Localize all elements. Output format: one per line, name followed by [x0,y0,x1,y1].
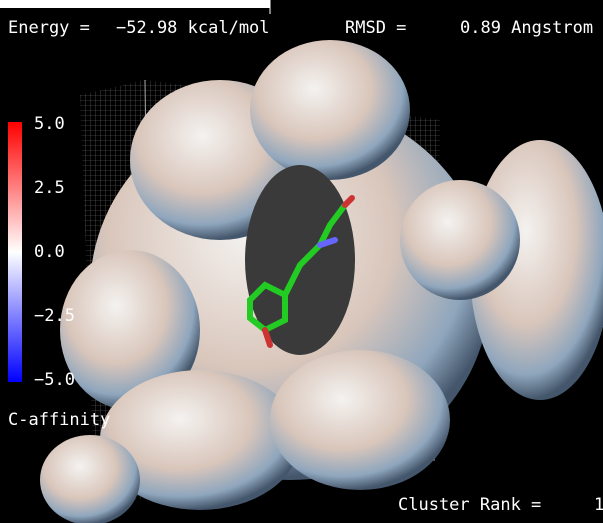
rmsd-label: RMSD = [345,18,406,38]
scale-label: −5.0 [34,370,75,390]
energy-label: Energy = [8,18,90,38]
top-strip [0,0,270,8]
energy-value: −52.98 kcal/mol [116,18,270,38]
rmsd-value: 0.89 Angstrom [460,18,593,38]
scale-label: 2.5 [34,178,65,198]
cluster-label: Cluster Rank = [398,495,541,515]
scale-label: 5.0 [34,114,65,134]
cluster-value: 1 [594,495,603,515]
scale-label: −2.5 [34,306,75,326]
scale-label: 0.0 [34,242,65,262]
scale-title: C-affinity [8,410,110,430]
render: Energy = −52.98 kcal/mol RMSD = 0.89 Ang… [0,0,603,523]
viewer: Energy = −52.98 kcal/mol RMSD = 0.89 Ang… [0,0,603,523]
color-scale-bar [8,122,22,382]
